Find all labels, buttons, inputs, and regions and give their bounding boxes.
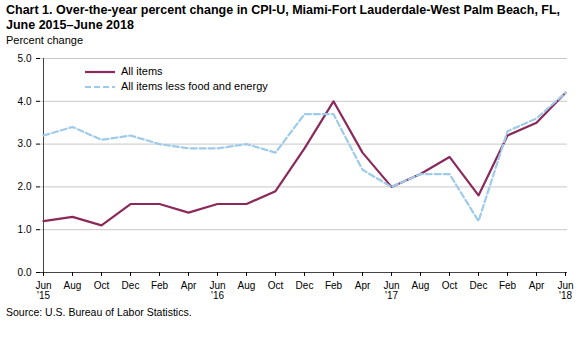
- svg-text:Aug: Aug: [412, 280, 430, 291]
- svg-text:Aug: Aug: [64, 280, 82, 291]
- html-text:All items less food and energy: All items less food and energy: [121, 80, 268, 92]
- svg-text:5.0: 5.0: [18, 53, 32, 64]
- svg-text:Aug: Aug: [238, 280, 256, 291]
- svg-text:Jun'15: Jun'15: [35, 280, 51, 301]
- svg-text:Oct: Oct: [94, 280, 110, 291]
- svg-text:3.0: 3.0: [18, 138, 32, 149]
- svg-text:1.0: 1.0: [18, 224, 32, 235]
- svg-text:Apr: Apr: [181, 280, 197, 291]
- html-text:Percent change: Percent change: [6, 34, 84, 46]
- svg-text:Feb: Feb: [325, 280, 343, 291]
- svg-text:Dec: Dec: [122, 280, 140, 291]
- svg-text:Oct: Oct: [268, 280, 284, 291]
- svg-text:0.0: 0.0: [18, 267, 32, 278]
- html-text:Source: U.S. Bureau of Labor S: Source: U.S. Bureau of Labor Statistics.: [6, 306, 192, 318]
- svg-text:Feb: Feb: [499, 280, 517, 291]
- html-text:Chart 1. Over-the-year percent: Chart 1. Over-the-year percent change in…: [6, 3, 561, 32]
- svg-text:Jun'18: Jun'18: [557, 280, 573, 301]
- svg-text:Jun'16: Jun'16: [209, 280, 225, 301]
- svg-text:4.0: 4.0: [18, 96, 32, 107]
- svg-text:2.0: 2.0: [18, 181, 32, 192]
- svg-text:Dec: Dec: [470, 280, 488, 291]
- svg-text:Feb: Feb: [151, 280, 169, 291]
- svg-text:Dec: Dec: [296, 280, 314, 291]
- svg-text:Apr: Apr: [355, 280, 371, 291]
- html-text:All items: All items: [121, 65, 163, 77]
- svg-text:Jun'17: Jun'17: [383, 280, 399, 301]
- svg-text:Oct: Oct: [442, 280, 458, 291]
- svg-text:Apr: Apr: [529, 280, 545, 291]
